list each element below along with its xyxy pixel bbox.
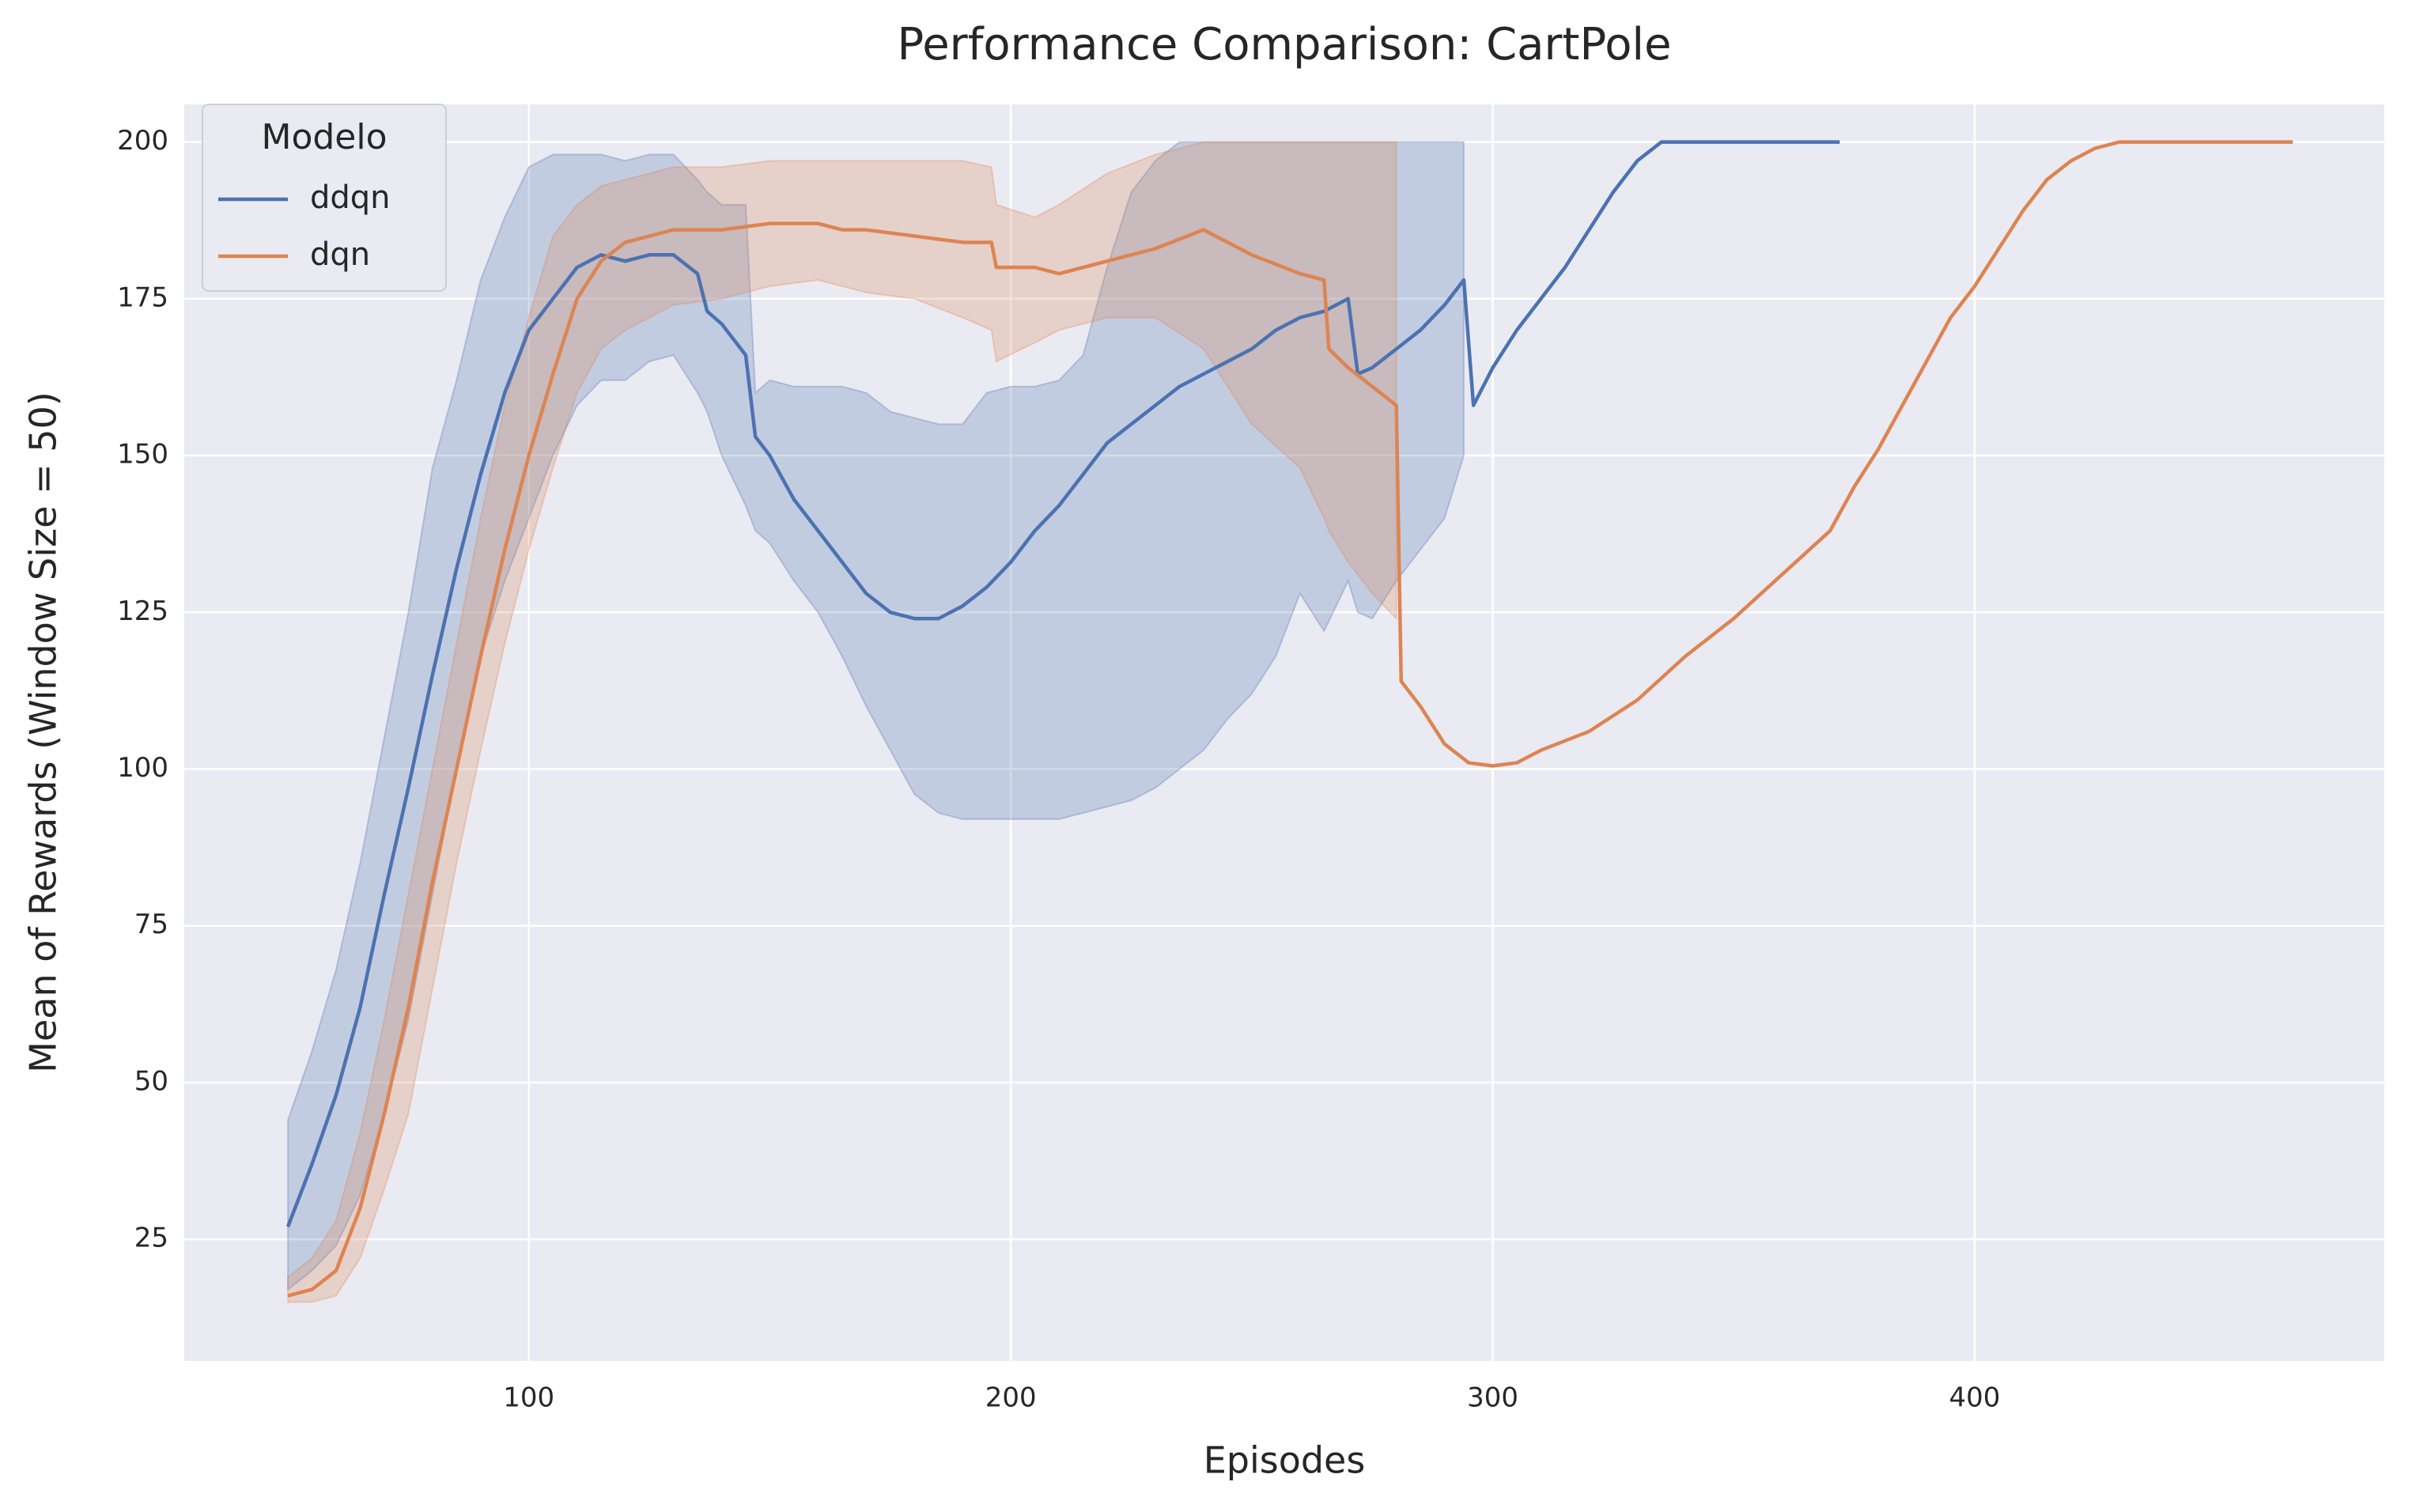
- y-tick-label: 50: [134, 1065, 168, 1097]
- y-axis-label: Mean of Rewards (Window Size = 50): [22, 391, 65, 1072]
- plot-background: [184, 104, 2384, 1361]
- legend-title: Modelo: [261, 117, 387, 157]
- y-tick-label: 200: [117, 125, 168, 157]
- chart-title: Performance Comparison: CartPole: [897, 19, 1671, 70]
- confidence-band: [287, 141, 1465, 1291]
- legend-box: [202, 104, 447, 292]
- line: [287, 140, 2293, 1298]
- x-tick-label: 200: [985, 1382, 1037, 1414]
- y-tick-label: 25: [134, 1223, 168, 1254]
- x-tick-label: 300: [1467, 1382, 1518, 1414]
- y-tick-label: 150: [117, 439, 168, 471]
- x-tick-label: 400: [1949, 1382, 2001, 1414]
- y-tick-label: 75: [134, 909, 168, 940]
- x-axis-label: Episodes: [1204, 1439, 1366, 1482]
- confidence-band: [287, 141, 1397, 1303]
- y-tick-label: 100: [117, 752, 168, 784]
- legend-label: ddqn: [310, 180, 391, 216]
- line: [285, 140, 1840, 1228]
- y-tick-label: 125: [117, 595, 168, 627]
- legend-label: dqn: [310, 236, 370, 273]
- x-tick-label: 100: [503, 1382, 554, 1414]
- y-tick-label: 175: [117, 282, 168, 313]
